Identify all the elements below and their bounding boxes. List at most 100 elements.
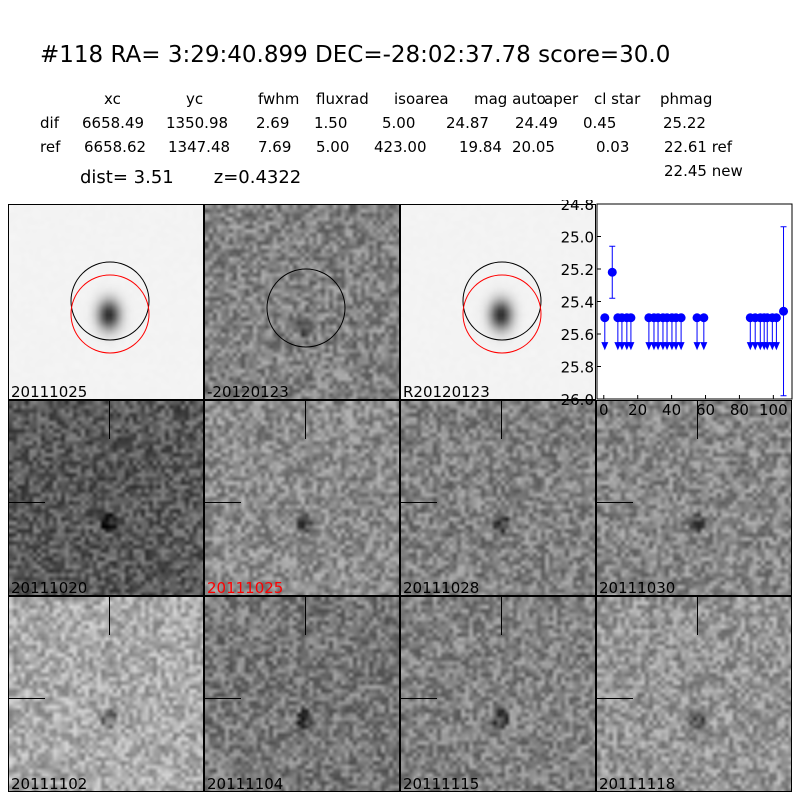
column-header: aper [544, 90, 579, 108]
table-cell: 20.05 [512, 138, 555, 156]
column-header: mag auto [474, 90, 546, 108]
image-stamp: 20111115 [400, 596, 596, 792]
upper-limit-arrowhead [693, 342, 701, 351]
crosshair-horizontal [597, 698, 633, 699]
plot-area [596, 203, 793, 400]
image-stamp: R20120123 [400, 204, 596, 400]
crosshair-vertical [305, 597, 306, 635]
image-stamp: 20111118 [596, 596, 792, 792]
crosshair-horizontal [9, 698, 45, 699]
table-cell: 24.49 [515, 114, 558, 132]
stamp-date-label: 20111115 [403, 775, 480, 792]
table-cell: 5.00 [382, 114, 416, 132]
table-cell: 2.69 [256, 114, 290, 132]
column-header: fluxrad [316, 90, 369, 108]
y-tick-label: 25.2 [561, 261, 594, 279]
upper-limit-point [600, 313, 610, 323]
y-tick-label: 24.8 [561, 200, 594, 214]
stamp-date-label: 20111030 [599, 579, 676, 596]
stamp-image [205, 597, 399, 791]
new-mag: 22.45 new [664, 162, 743, 180]
figure-title: #118 RA= 3:29:40.899 DEC=-28:02:37.78 sc… [40, 42, 671, 68]
host-circle [70, 274, 150, 354]
crosshair-vertical [501, 597, 502, 635]
crosshair-vertical [697, 597, 698, 635]
stamp-date-label: 20111118 [599, 775, 676, 792]
aperture-circle [70, 261, 150, 341]
stamp-date-label: 20111028 [403, 579, 480, 596]
crosshair-horizontal [597, 502, 633, 503]
table-cell: 0.45 [583, 114, 617, 132]
upper-limit-point [626, 313, 636, 323]
upper-limit-arrowhead [672, 342, 680, 351]
crosshair-horizontal [205, 502, 241, 503]
column-header: fwhm [258, 90, 300, 108]
stamp-date-label: 20111102 [11, 775, 88, 792]
table-cell: 423.00 [374, 138, 427, 156]
image-stamp: 20111020 [8, 400, 204, 596]
upper-limit-arrowhead [700, 342, 708, 351]
table-cell: 7.69 [258, 138, 292, 156]
y-tick-label: 25.0 [561, 229, 594, 247]
image-stamp: 20111104 [204, 596, 400, 792]
table-cell: 0.03 [596, 138, 630, 156]
crosshair-horizontal [401, 502, 437, 503]
table-cell: 6658.62 [84, 138, 147, 156]
stamp-image [401, 401, 595, 595]
stamp-image [205, 401, 399, 595]
upper-limit-arrowhead [663, 342, 671, 351]
light-curve-plot: 24.8 25.0 25.2 25.4 25.6 25.8 26.0 0 20 40 60 80 100 [561, 200, 793, 419]
upper-limit-arrowhead [601, 342, 609, 351]
table-cell: 1350.98 [166, 114, 229, 132]
image-stamp: 20111025 [8, 204, 204, 400]
x-tick-label: 0 [599, 401, 609, 419]
x-tick-label: 40 [662, 401, 681, 419]
aperture-circle [462, 261, 542, 341]
dist-value: dist= 3.51 [80, 167, 174, 188]
stamp-image [9, 597, 203, 791]
table-cell: 19.84 [459, 138, 502, 156]
upper-limit-arrowhead [618, 342, 626, 351]
crosshair-horizontal [9, 502, 45, 503]
image-stamp: 20111030 [596, 400, 792, 596]
upper-limit-arrowhead [677, 342, 685, 351]
stamp-date-label: 20111020 [11, 579, 88, 596]
upper-limit-point [771, 313, 781, 323]
crosshair-vertical [109, 597, 110, 635]
table-cell: 25.22 [663, 114, 706, 132]
x-tick-label: 20 [628, 401, 647, 419]
upper-limit-arrowhead [645, 342, 653, 351]
column-header: yc [186, 90, 204, 108]
stamp-image [401, 597, 595, 791]
table-cell: 1347.48 [168, 138, 231, 156]
host-circle [462, 274, 542, 354]
column-header: xc [104, 90, 121, 108]
image-stamp: 20111025 [204, 400, 400, 596]
crosshair-horizontal [205, 698, 241, 699]
y-tick-label: 25.6 [561, 326, 594, 344]
table-cell: 24.87 [446, 114, 489, 132]
column-header: cl star [594, 90, 641, 108]
crosshair-vertical [305, 401, 306, 439]
x-tick-label: 60 [696, 401, 715, 419]
row-label: dif [40, 114, 59, 132]
stamp-image [401, 205, 595, 399]
crosshair-vertical [109, 401, 110, 439]
table-cell: 22.61 ref [664, 138, 733, 156]
detection-point [779, 306, 789, 316]
stamp-image [9, 205, 203, 399]
stamp-date-label: 20111104 [207, 775, 284, 792]
column-header: isoarea [394, 90, 449, 108]
stamp-image [597, 401, 791, 595]
column-header: phmag [660, 90, 713, 108]
upper-limit-arrowhead [772, 342, 780, 351]
upper-limit-arrowhead [763, 342, 771, 351]
x-tick-label: 100 [759, 401, 788, 419]
row-label: ref [40, 138, 61, 156]
upper-limit-arrowhead [751, 342, 759, 351]
stamp-date-label: R20120123 [403, 383, 490, 400]
upper-limit-arrowhead [627, 342, 635, 351]
stamp-image [205, 205, 399, 399]
upper-limit-point [676, 313, 686, 323]
stamp-date-label: -20120123 [207, 383, 289, 400]
